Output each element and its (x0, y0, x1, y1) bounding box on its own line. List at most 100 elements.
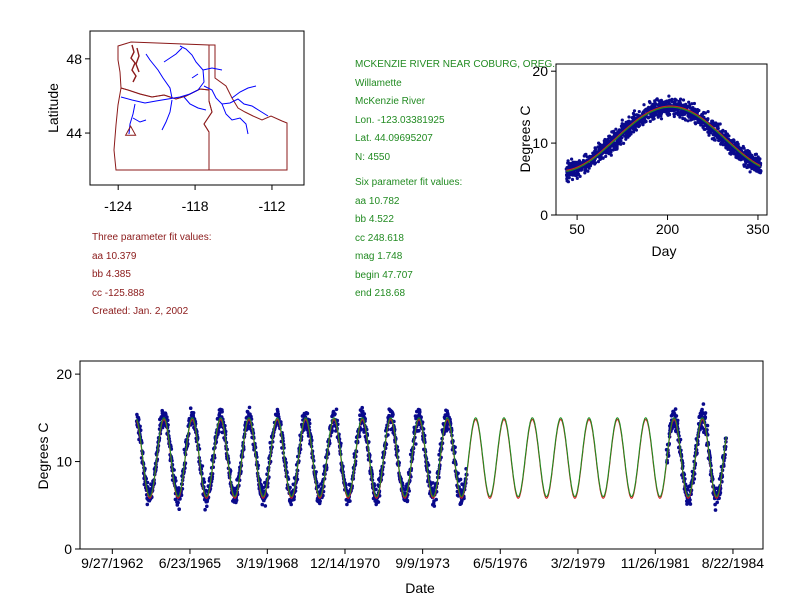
data-point (348, 499, 352, 503)
data-point (744, 149, 748, 153)
data-point (673, 100, 677, 105)
data-point (260, 502, 265, 507)
data-point (659, 112, 663, 116)
data-point (726, 142, 730, 146)
data-point (584, 167, 588, 171)
data-point (659, 109, 664, 113)
data-point (753, 152, 757, 157)
data-point (677, 99, 681, 103)
data-point (741, 144, 745, 149)
station-lat: Lat. 44.09695207 (355, 133, 433, 144)
station-marker[interactable] (124, 125, 137, 136)
data-point (584, 152, 588, 156)
three-param-heading: Three parameter fit values: (92, 232, 212, 243)
data-point (693, 107, 697, 111)
timeseries-frame (79, 360, 764, 550)
data-point (667, 94, 671, 98)
data-point (636, 115, 640, 119)
data-point (571, 170, 575, 174)
data-point (697, 108, 701, 113)
data-point (756, 156, 760, 160)
data-point (357, 434, 362, 439)
data-point (604, 154, 608, 158)
data-point (578, 160, 583, 164)
three-param-cc: cc -125.888 (92, 287, 145, 299)
y-tick-label: 44 (66, 125, 82, 141)
data-point (566, 159, 570, 163)
y-tick-label: 0 (64, 541, 72, 557)
data-point (686, 119, 690, 123)
data-point (707, 131, 711, 135)
data-point (701, 402, 706, 406)
data-point (642, 110, 646, 114)
data-point (576, 173, 581, 177)
river-spokane (191, 67, 223, 79)
data-point (684, 110, 688, 114)
data-point (657, 103, 661, 107)
three-param-block: Three parameter fit values: aa 10.379 bb… (92, 229, 212, 322)
six-param-mag: mag 1.748 (355, 251, 403, 262)
data-point (637, 110, 641, 114)
x-tick-label: -112 (258, 198, 285, 214)
data-point (575, 176, 579, 180)
data-point (624, 137, 628, 141)
data-point (653, 100, 657, 104)
timeseries-y-ticks: 0 10 20 (56, 366, 80, 557)
data-point (729, 139, 733, 143)
data-point (747, 165, 751, 169)
data-point (687, 100, 691, 104)
data-point (673, 407, 678, 411)
data-point (632, 130, 636, 134)
data-point (641, 123, 645, 127)
data-point (576, 169, 580, 173)
river-grande-ronde (221, 103, 249, 135)
data-point (619, 124, 624, 128)
data-point (596, 145, 600, 149)
data-point (265, 493, 269, 498)
six-param-cc: cc 248.618 (355, 232, 404, 244)
data-point (629, 132, 633, 136)
data-point (188, 406, 193, 411)
data-point (753, 158, 757, 162)
data-point (683, 117, 687, 121)
river-clearwater (231, 85, 257, 99)
station-n: N: 4550 (355, 151, 391, 163)
data-point (743, 163, 747, 167)
x-tick-label: 350 (746, 221, 770, 237)
data-point (606, 140, 610, 144)
data-point (359, 427, 363, 432)
data-point (205, 504, 209, 509)
data-point (646, 108, 650, 112)
six-param-end: end 218.68 (355, 288, 406, 299)
station-river: McKenzie River (355, 96, 426, 107)
data-point (622, 141, 626, 145)
data-point (728, 151, 732, 155)
data-point (652, 112, 657, 116)
data-point (668, 98, 672, 102)
data-point (145, 502, 150, 507)
river-columbia (120, 45, 205, 104)
data-point (345, 502, 349, 507)
data-point (292, 497, 296, 502)
x-tick-label: 50 (569, 221, 585, 237)
data-point (417, 428, 421, 433)
data-point (616, 130, 620, 134)
data-point (597, 141, 601, 145)
data-point (676, 107, 680, 112)
data-point (613, 133, 617, 137)
data-point (617, 139, 621, 143)
data-point (173, 497, 178, 502)
data-point (738, 147, 742, 151)
data-point (632, 116, 637, 120)
data-point (674, 98, 678, 102)
timeseries-panel: 9/27/1962 6/23/1965 3/19/1968 12/14/1970 9/9… (35, 360, 764, 596)
six-param-block: Six parameter fit values: aa 10.782 bb 4… (355, 174, 462, 304)
data-point (318, 499, 322, 504)
seasonal-xlabel: Day (652, 243, 677, 259)
data-point (176, 500, 180, 505)
seasonal-frame (555, 63, 768, 216)
data-point (759, 169, 763, 173)
data-point (316, 484, 321, 489)
seasonal-ylabel: Degrees C (517, 106, 533, 173)
data-point (137, 417, 141, 422)
